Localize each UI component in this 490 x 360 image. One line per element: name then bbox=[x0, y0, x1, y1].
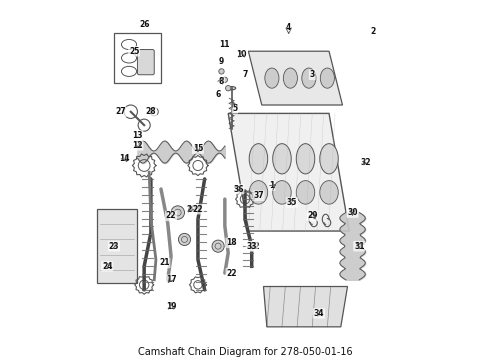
Ellipse shape bbox=[273, 144, 291, 174]
Text: 25: 25 bbox=[129, 47, 139, 56]
Text: 2: 2 bbox=[370, 27, 375, 36]
Text: Camshaft Chain Diagram for 278-050-01-16: Camshaft Chain Diagram for 278-050-01-16 bbox=[138, 347, 352, 357]
Circle shape bbox=[225, 86, 231, 91]
Ellipse shape bbox=[273, 181, 291, 204]
Circle shape bbox=[219, 69, 224, 74]
Ellipse shape bbox=[296, 144, 315, 174]
Text: 12: 12 bbox=[132, 141, 143, 150]
Text: 18: 18 bbox=[226, 238, 237, 247]
Polygon shape bbox=[228, 113, 349, 231]
Text: 14: 14 bbox=[119, 154, 129, 163]
Text: 19: 19 bbox=[166, 302, 176, 311]
Text: 20: 20 bbox=[186, 205, 196, 214]
Text: 17: 17 bbox=[166, 275, 176, 284]
FancyBboxPatch shape bbox=[137, 50, 154, 75]
Text: 33: 33 bbox=[246, 242, 257, 251]
Text: 24: 24 bbox=[102, 262, 112, 271]
Text: 22: 22 bbox=[193, 205, 203, 214]
Text: 22: 22 bbox=[250, 242, 260, 251]
Text: 6: 6 bbox=[216, 90, 220, 99]
Text: 32: 32 bbox=[361, 158, 371, 167]
Text: 22: 22 bbox=[166, 211, 176, 220]
Circle shape bbox=[178, 233, 191, 246]
Text: 35: 35 bbox=[287, 198, 297, 207]
Circle shape bbox=[222, 77, 227, 82]
Ellipse shape bbox=[265, 68, 279, 88]
Ellipse shape bbox=[320, 181, 338, 204]
Text: 15: 15 bbox=[193, 144, 203, 153]
Ellipse shape bbox=[296, 181, 315, 204]
Text: 9: 9 bbox=[219, 57, 224, 66]
Text: 37: 37 bbox=[253, 191, 264, 200]
Ellipse shape bbox=[283, 68, 297, 88]
Text: 11: 11 bbox=[220, 40, 230, 49]
Text: 30: 30 bbox=[347, 208, 358, 217]
Ellipse shape bbox=[302, 68, 316, 88]
Text: 3: 3 bbox=[310, 70, 315, 79]
Circle shape bbox=[212, 240, 224, 252]
Ellipse shape bbox=[249, 144, 268, 174]
Text: 31: 31 bbox=[354, 242, 365, 251]
Text: 23: 23 bbox=[109, 242, 119, 251]
Text: 7: 7 bbox=[243, 70, 247, 79]
Ellipse shape bbox=[227, 86, 236, 90]
Ellipse shape bbox=[320, 68, 334, 88]
Text: 1: 1 bbox=[270, 181, 274, 190]
Polygon shape bbox=[264, 287, 347, 327]
Text: 29: 29 bbox=[307, 211, 318, 220]
Text: 22: 22 bbox=[226, 269, 237, 278]
Circle shape bbox=[171, 206, 185, 219]
Text: 10: 10 bbox=[236, 50, 247, 59]
Text: 4: 4 bbox=[286, 23, 292, 32]
Text: 34: 34 bbox=[314, 309, 324, 318]
Text: 21: 21 bbox=[159, 258, 170, 267]
Text: 36: 36 bbox=[233, 185, 244, 194]
Polygon shape bbox=[97, 209, 137, 283]
Ellipse shape bbox=[320, 144, 338, 174]
Text: 8: 8 bbox=[219, 77, 224, 86]
Text: 27: 27 bbox=[115, 107, 126, 116]
Text: 5: 5 bbox=[232, 104, 238, 113]
Text: 13: 13 bbox=[132, 131, 143, 140]
Ellipse shape bbox=[249, 181, 268, 204]
Text: 28: 28 bbox=[146, 107, 156, 116]
Polygon shape bbox=[248, 51, 343, 105]
Text: 26: 26 bbox=[139, 20, 149, 29]
